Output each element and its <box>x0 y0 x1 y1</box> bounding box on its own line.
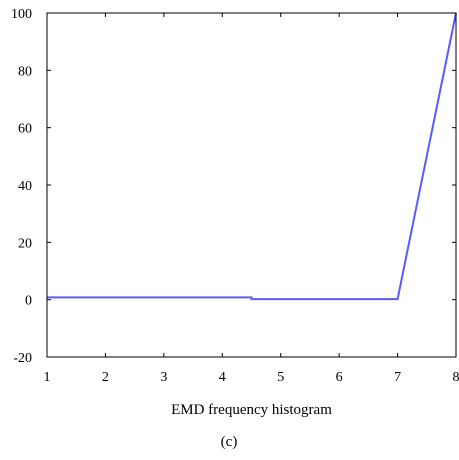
x-tick-label: 3 <box>160 370 167 385</box>
x-tick-label: 8 <box>453 370 459 385</box>
x-axis-ticks: 1 2 3 4 5 6 7 8 <box>44 13 459 385</box>
x-tick-label: 7 <box>394 370 401 385</box>
series-layer <box>47 12 457 301</box>
x-tick-label: 1 <box>44 370 51 385</box>
figure-caption: (c) <box>221 434 238 450</box>
x-axis-label: EMD frequency histogram <box>171 402 332 418</box>
x-tick-label: 6 <box>336 370 343 385</box>
x-tick-label: 2 <box>102 370 109 385</box>
y-axis-ticks: -20 0 20 40 60 80 100 <box>11 7 456 366</box>
x-tick-label: 5 <box>277 370 284 385</box>
y-tick-label: 100 <box>11 7 32 22</box>
y-tick-label: 20 <box>18 236 32 251</box>
y-tick-label: -20 <box>13 351 32 366</box>
plot-area-frame <box>46 12 457 358</box>
y-tick-label: 80 <box>18 64 32 79</box>
series-line <box>47 12 457 301</box>
y-tick-label: 0 <box>25 294 32 309</box>
y-tick-label: 60 <box>18 122 32 137</box>
x-tick-label: 4 <box>219 370 226 385</box>
y-tick-label: 40 <box>18 179 32 194</box>
